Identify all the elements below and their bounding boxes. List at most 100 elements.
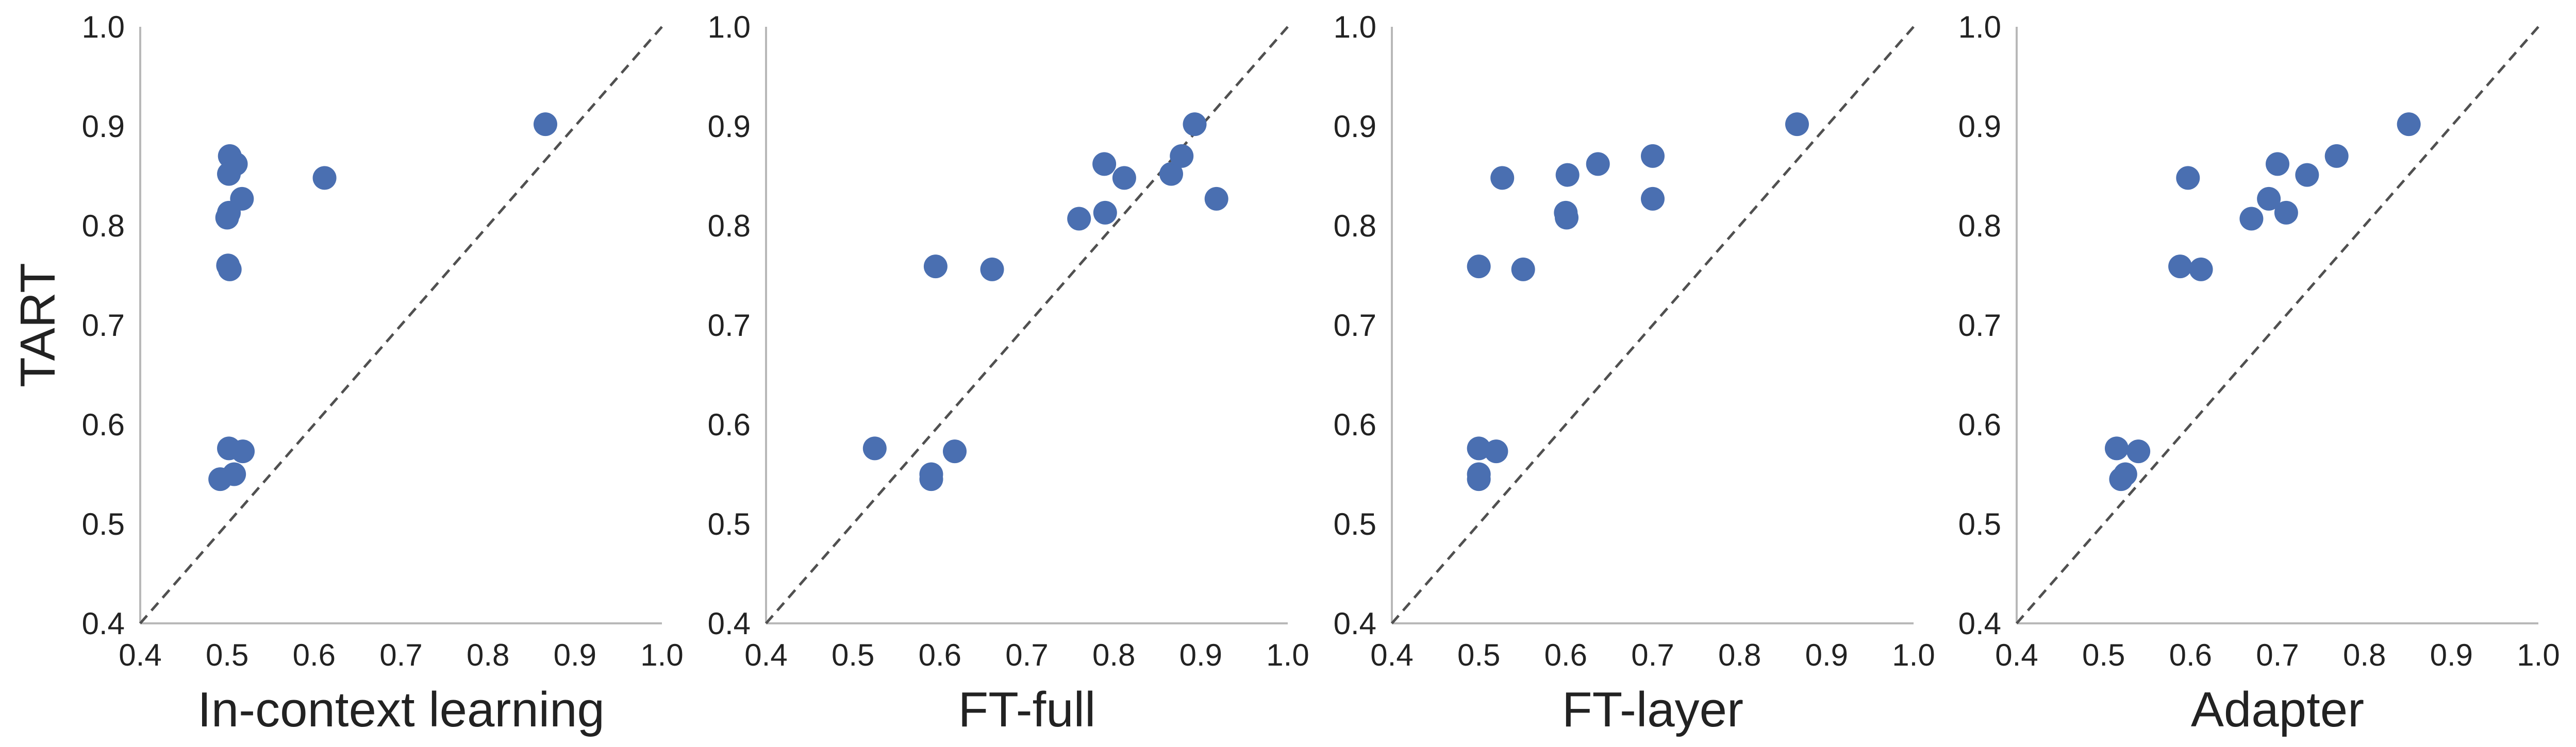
y-tick-label: 0.4 <box>82 606 125 641</box>
data-point <box>2274 200 2298 225</box>
scatter-panel-2: 0.4 0.5 0.6 0.7 0.8 0.9 1.0 0.4 0.5 0.6 0.7 0.8 0.9 1… <box>708 10 1309 737</box>
data-point <box>1093 200 1117 225</box>
data-point <box>980 257 1004 281</box>
x-tick-label: 1.0 <box>1266 638 1309 672</box>
data-point <box>1490 166 1515 190</box>
data-point <box>312 166 337 190</box>
x-tick-label: 0.5 <box>2082 638 2125 672</box>
x-tick-label: 0.9 <box>554 638 596 672</box>
identity-diagonal-line <box>1391 26 1915 624</box>
x-axis-title: FT-layer <box>1562 682 1743 737</box>
data-point <box>1204 186 1228 211</box>
identity-diagonal-line <box>139 26 663 624</box>
y-tick-label: 0.8 <box>1958 209 2001 243</box>
x-tick-label: 0.4 <box>1370 638 1413 672</box>
y-tick-label: 1.0 <box>1958 10 2001 44</box>
y-tick-label: 0.7 <box>1958 308 2001 343</box>
data-point <box>2397 112 2421 137</box>
x-tick-label: 0.6 <box>2169 638 2212 672</box>
y-tick-label: 0.9 <box>82 109 125 144</box>
data-point <box>862 436 887 461</box>
data-point <box>923 254 948 279</box>
x-axis-title: In-context learning <box>197 682 605 737</box>
data-point <box>1467 254 1491 279</box>
data-point <box>2126 439 2151 464</box>
x-tick-label: 0.4 <box>744 638 787 672</box>
data-point <box>2168 254 2192 279</box>
y-tick-label: 1.0 <box>1334 10 1376 44</box>
data-point <box>943 439 967 464</box>
y-tick-label: 0.5 <box>82 507 125 541</box>
data-point <box>533 112 557 137</box>
data-point <box>2257 186 2281 211</box>
y-tick-label: 0.4 <box>1334 606 1376 641</box>
x-tick-label: 0.7 <box>1005 638 1048 672</box>
data-point <box>208 467 232 491</box>
data-point <box>1112 166 1136 190</box>
data-point <box>1511 257 1535 281</box>
y-tick-label: 0.4 <box>1958 606 2001 641</box>
x-tick-label: 1.0 <box>2517 638 2560 672</box>
y-tick-label: 0.9 <box>708 109 751 144</box>
y-tick-label: 0.6 <box>708 408 751 442</box>
identity-diagonal-line <box>765 26 1289 624</box>
data-point <box>1092 152 1117 176</box>
y-tick-label: 0.5 <box>708 507 751 541</box>
x-tick-label: 0.7 <box>2256 638 2299 672</box>
x-tick-label: 0.8 <box>1718 638 1761 672</box>
y-tick-label: 1.0 <box>82 10 125 44</box>
x-tick-label: 1.0 <box>1892 638 1935 672</box>
data-point <box>1183 112 1207 137</box>
x-tick-label: 0.5 <box>832 638 874 672</box>
y-tick-label: 0.8 <box>708 209 751 243</box>
y-tick-label: 0.6 <box>82 408 125 442</box>
data-point <box>218 257 242 281</box>
x-tick-label: 0.9 <box>1805 638 1848 672</box>
y-tick-label: 0.6 <box>1958 408 2001 442</box>
y-axis-title: TART <box>10 263 65 387</box>
data-point <box>215 206 239 230</box>
y-tick-label: 0.9 <box>1958 109 2001 144</box>
x-tick-label: 0.6 <box>293 638 336 672</box>
x-tick-label: 0.8 <box>1092 638 1135 672</box>
data-point <box>1641 144 1665 168</box>
scatter-panel-3: 0.4 0.5 0.6 0.7 0.8 0.9 1.0 0.4 0.5 0.6 0.7 0.8 0.9 1… <box>1334 10 1935 737</box>
x-tick-label: 0.4 <box>1995 638 2038 672</box>
scatter-panel-1: 0.4 0.5 0.6 0.7 0.8 0.9 1.0 0.4 0.5 0.6 0.7 0.8 0.9 1… <box>10 10 684 737</box>
data-point <box>1555 206 1579 230</box>
x-tick-label: 1.0 <box>640 638 683 672</box>
x-tick-label: 0.6 <box>919 638 961 672</box>
data-point <box>1170 144 1194 168</box>
data-point <box>2266 152 2289 176</box>
identity-diagonal-line <box>2016 26 2539 624</box>
scatter-panel-4: 0.4 0.5 0.6 0.7 0.8 0.9 1.0 0.4 0.5 0.6 0.7 0.8 0.9 1… <box>1958 10 2560 737</box>
data-point <box>2324 144 2349 168</box>
x-tick-label: 0.4 <box>119 638 161 672</box>
y-tick-label: 0.9 <box>1334 109 1376 144</box>
x-axis-title: Adapter <box>2191 682 2364 737</box>
x-tick-label: 0.5 <box>1457 638 1500 672</box>
data-point <box>2189 257 2213 281</box>
x-tick-label: 0.9 <box>2430 638 2473 672</box>
y-tick-label: 0.4 <box>708 606 751 641</box>
y-tick-label: 1.0 <box>708 10 751 44</box>
x-tick-label: 0.7 <box>379 638 422 672</box>
x-tick-label: 0.8 <box>467 638 509 672</box>
x-axis-title: FT-full <box>958 682 1096 737</box>
y-tick-label: 0.7 <box>708 308 751 343</box>
data-point <box>1159 162 1183 186</box>
y-tick-label: 0.6 <box>1334 408 1376 442</box>
data-point <box>1555 163 1580 187</box>
x-tick-label: 0.8 <box>2343 638 2386 672</box>
data-point <box>2176 166 2200 190</box>
data-point <box>1067 207 1091 231</box>
x-tick-label: 0.7 <box>1631 638 1674 672</box>
data-point <box>1467 467 1491 491</box>
x-tick-label: 0.9 <box>1179 638 1222 672</box>
y-tick-label: 0.8 <box>1334 209 1376 243</box>
data-point <box>1484 439 1508 464</box>
data-point <box>2239 207 2264 231</box>
y-tick-label: 0.5 <box>1334 507 1376 541</box>
data-point <box>1785 112 1809 137</box>
